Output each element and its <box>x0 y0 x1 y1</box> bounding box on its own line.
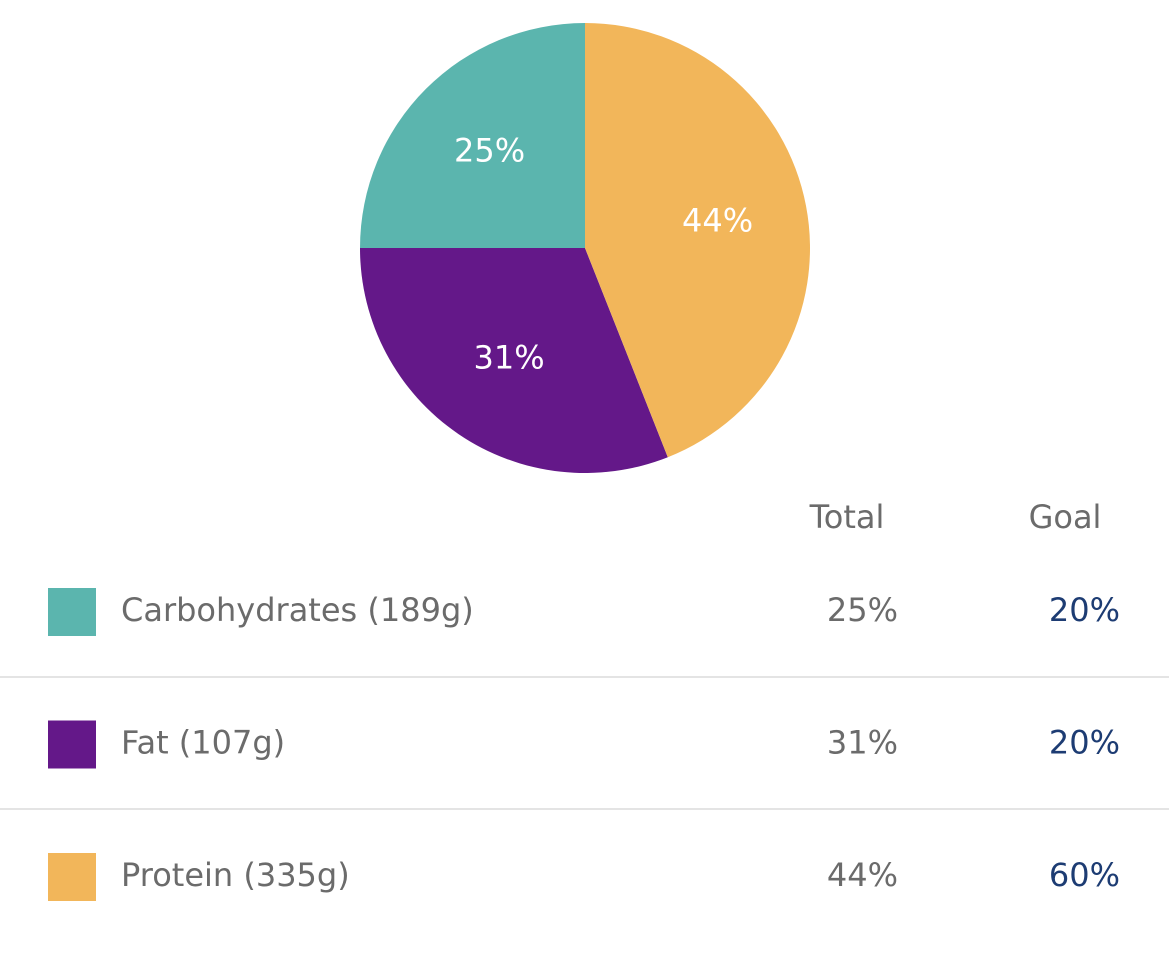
macro-total: 25% <box>827 591 898 629</box>
slice-label: 31% <box>474 339 545 377</box>
slice-label: 25% <box>454 132 525 170</box>
macro-name: Carbohydrates (189g) <box>121 591 474 629</box>
macro-goal: 20% <box>1049 591 1120 629</box>
macro-total: 44% <box>827 856 898 894</box>
goal-header: Goal <box>1029 498 1102 536</box>
legend-swatch <box>48 720 96 769</box>
legend-swatch <box>48 853 96 901</box>
pie-slice <box>360 23 585 248</box>
macro-total: 31% <box>827 724 898 762</box>
macro-name: Protein (335g) <box>121 856 350 894</box>
legend-swatch <box>48 588 96 636</box>
macro-goal: 20% <box>1049 724 1120 762</box>
macro-goal: 60% <box>1049 856 1120 894</box>
pie-slice <box>585 23 810 458</box>
slice-label: 44% <box>682 202 753 240</box>
pie-slice <box>360 248 668 473</box>
total-header: Total <box>809 498 885 536</box>
macro-name: Fat (107g) <box>121 724 285 762</box>
